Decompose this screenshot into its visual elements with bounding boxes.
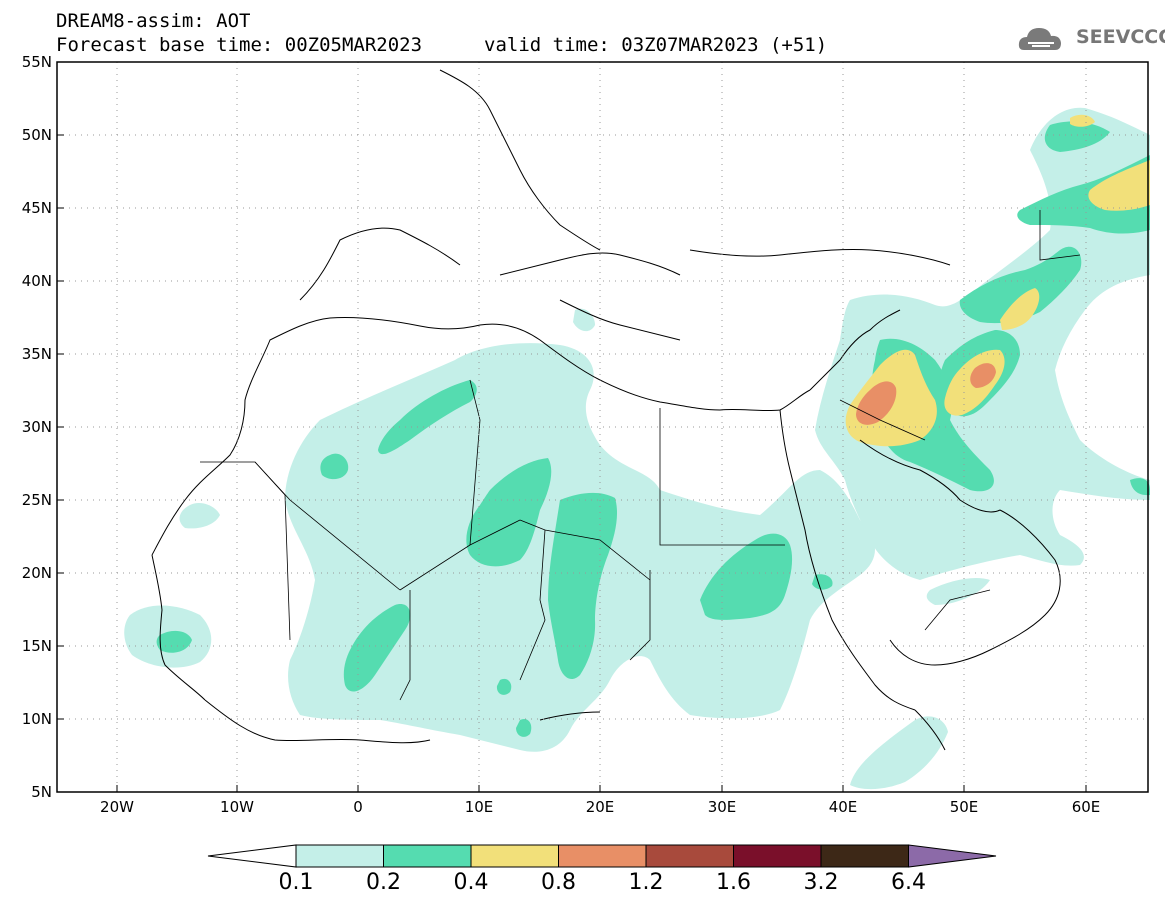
lat-label-45n: 45N: [22, 199, 52, 217]
aot-level-0-8: [856, 363, 996, 425]
lat-label-50n: 50N: [22, 126, 52, 144]
map-title: DREAM8-assim: AOT: [56, 10, 251, 32]
lat-label-20n: 20N: [22, 564, 52, 582]
colorbar-label-0-1: 0.1: [278, 870, 314, 895]
valid-time: valid time: 03Z07MAR2023 (+51): [484, 34, 828, 56]
lat-label-25n: 25N: [22, 491, 52, 509]
lat-label-30n: 30N: [22, 418, 52, 436]
lat-label-10n: 10N: [22, 710, 52, 728]
aot-level-0-1: [124, 107, 1150, 790]
lon-label-50e: 50E: [950, 798, 979, 816]
lon-label-30e: 30E: [708, 798, 737, 816]
forecast-base-time: Forecast base time: 00Z05MAR2023: [56, 34, 423, 56]
colorbar-over-triangle: [908, 844, 997, 868]
colorbar-segment-6: [733, 844, 822, 868]
colorbar-label-6-4: 6.4: [891, 870, 926, 895]
colorbar-label-3-2: 3.2: [803, 870, 839, 895]
lon-label-10e: 10E: [465, 798, 494, 816]
colorbar-segment-3: [470, 844, 559, 868]
lat-label-15n: 15N: [22, 637, 52, 655]
lon-label-0: 0: [353, 798, 363, 816]
colorbar-label-0-2: 0.2: [366, 870, 401, 895]
lon-labels: 20W 10W 0 10E 20E 30E 40E 50E 60E: [100, 798, 1100, 816]
colorbar-segment-2: [383, 844, 472, 868]
lon-label-60e: 60E: [1072, 798, 1101, 816]
cloud-logo-icon: [1018, 28, 1061, 50]
colorbar-segment-4: [558, 844, 647, 868]
coastlines: [151, 69, 1061, 751]
country-borders: [200, 210, 1081, 701]
colorbar-under-triangle: [207, 844, 297, 868]
colorbar-segment-5: [645, 844, 734, 868]
colorbar-label-1-6: 1.6: [716, 870, 751, 895]
logo-text: SEEVCCC: [1076, 26, 1165, 48]
lat-label-5n: 5N: [31, 783, 52, 801]
lon-label-20e: 20E: [586, 798, 615, 816]
colorbar-segment-7: [820, 844, 909, 868]
lon-label-40e: 40E: [829, 798, 858, 816]
colorbar: [207, 844, 997, 868]
lon-label-20w: 20W: [100, 798, 134, 816]
colorbar-label-0-8: 0.8: [541, 870, 576, 895]
lat-label-55n: 55N: [22, 53, 52, 71]
lat-label-40n: 40N: [22, 272, 52, 290]
colorbar-label-0-4: 0.4: [453, 870, 489, 895]
lat-label-35n: 35N: [22, 345, 52, 363]
lon-label-10w: 10W: [220, 798, 254, 816]
lat-labels: 55N 50N 45N 40N 35N 30N 25N 20N 15N 10N …: [22, 53, 52, 801]
axis-ticks: [57, 61, 1087, 793]
colorbar-label-1-2: 1.2: [628, 870, 664, 895]
colorbar-segment-1: [295, 844, 384, 868]
